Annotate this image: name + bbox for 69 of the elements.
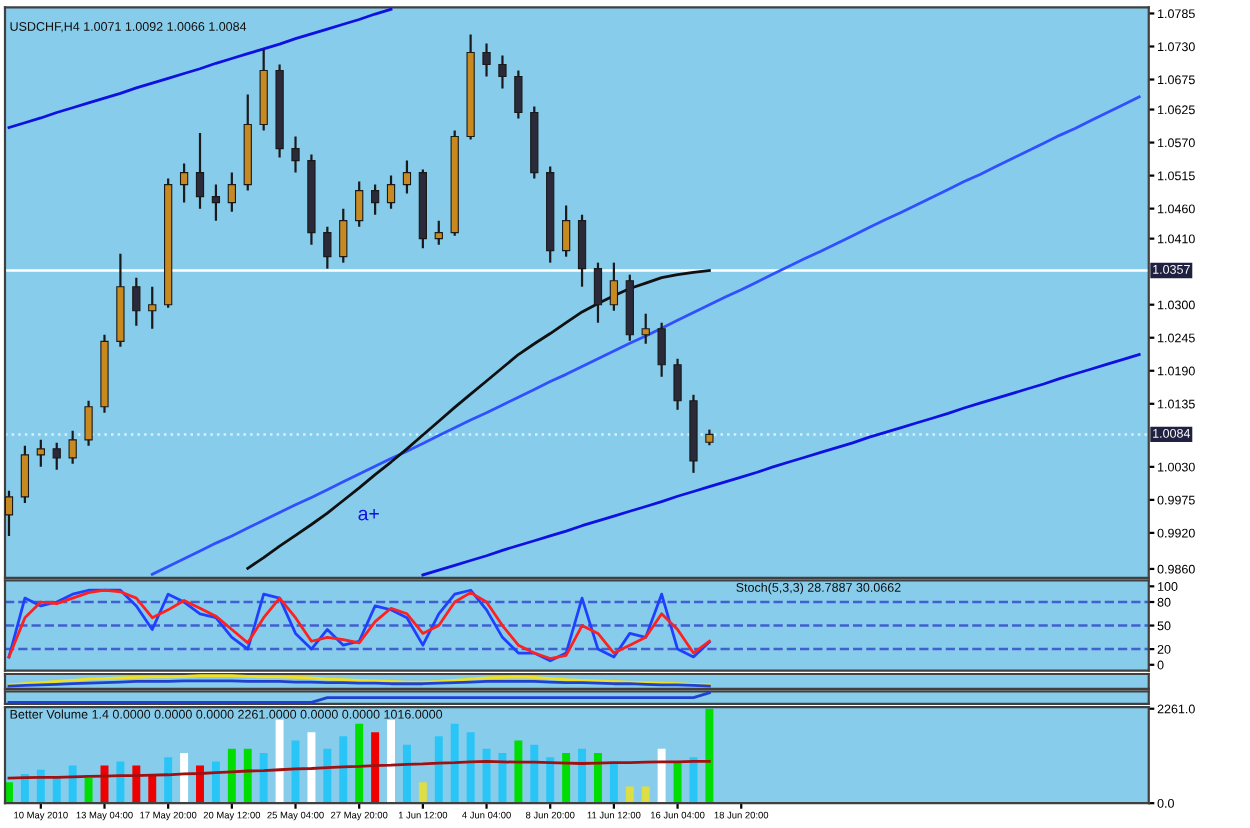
candlestick: [323, 225, 332, 270]
candlestick: [20, 444, 30, 504]
bar: [323, 748, 332, 804]
bar: [164, 757, 173, 804]
bar: [514, 740, 523, 804]
bar: [434, 736, 443, 804]
bar: [355, 723, 364, 804]
candlestick: [5, 489, 14, 538]
candlestick: [641, 312, 650, 345]
bar: [466, 732, 475, 804]
bar: [211, 761, 220, 804]
candlestick: [227, 171, 236, 213]
bar: [546, 757, 555, 804]
candlestick: [84, 399, 93, 447]
bar: [498, 753, 507, 804]
candlestick: [386, 174, 396, 210]
candlestick: [402, 159, 412, 195]
candlestick: [68, 429, 77, 465]
line-series: [7, 760, 711, 780]
annotation: a+: [358, 509, 379, 521]
bar: [339, 736, 348, 804]
bar: [387, 719, 396, 804]
bar: [180, 753, 189, 804]
candlestick: [291, 135, 300, 174]
bar: [227, 748, 236, 804]
bar: [402, 744, 411, 804]
candlestick: [514, 69, 523, 120]
bar: [418, 782, 427, 804]
bar: [259, 753, 268, 804]
candlestick: [355, 180, 364, 228]
candlestick: [498, 54, 507, 90]
candlestick: [211, 183, 221, 222]
bar: [641, 786, 650, 804]
candlestick: [132, 276, 141, 327]
bar: [705, 708, 714, 804]
bar: [625, 786, 634, 804]
bar: [657, 748, 666, 804]
bar: [243, 748, 252, 804]
candlestick: [657, 321, 666, 378]
bar: [450, 723, 459, 804]
bar: [52, 778, 61, 804]
candlestick: [195, 131, 205, 210]
candlestick: [370, 183, 380, 216]
line-series: [7, 7, 393, 129]
bar: [307, 732, 316, 804]
candlestick: [36, 438, 45, 468]
bar: [562, 753, 571, 804]
line-series: [246, 269, 711, 570]
bar: [482, 748, 491, 804]
bar: [275, 719, 284, 804]
line-series: [421, 353, 1141, 577]
candlestick: [52, 441, 61, 471]
candlestick: [673, 357, 682, 411]
line-series: [150, 95, 1141, 576]
candlestick: [434, 219, 443, 246]
bar: [673, 761, 682, 804]
bar: [689, 757, 698, 804]
candlestick: [179, 162, 189, 204]
candlestick: [482, 42, 491, 78]
bar: [530, 744, 539, 804]
candlestick: [148, 285, 157, 330]
bar: [578, 748, 587, 804]
bar: [84, 778, 93, 804]
bar: [116, 761, 125, 804]
bar: [593, 753, 602, 804]
candlestick: [561, 204, 571, 258]
bar: [371, 732, 380, 804]
bar: [609, 761, 618, 804]
candlestick: [339, 207, 348, 264]
